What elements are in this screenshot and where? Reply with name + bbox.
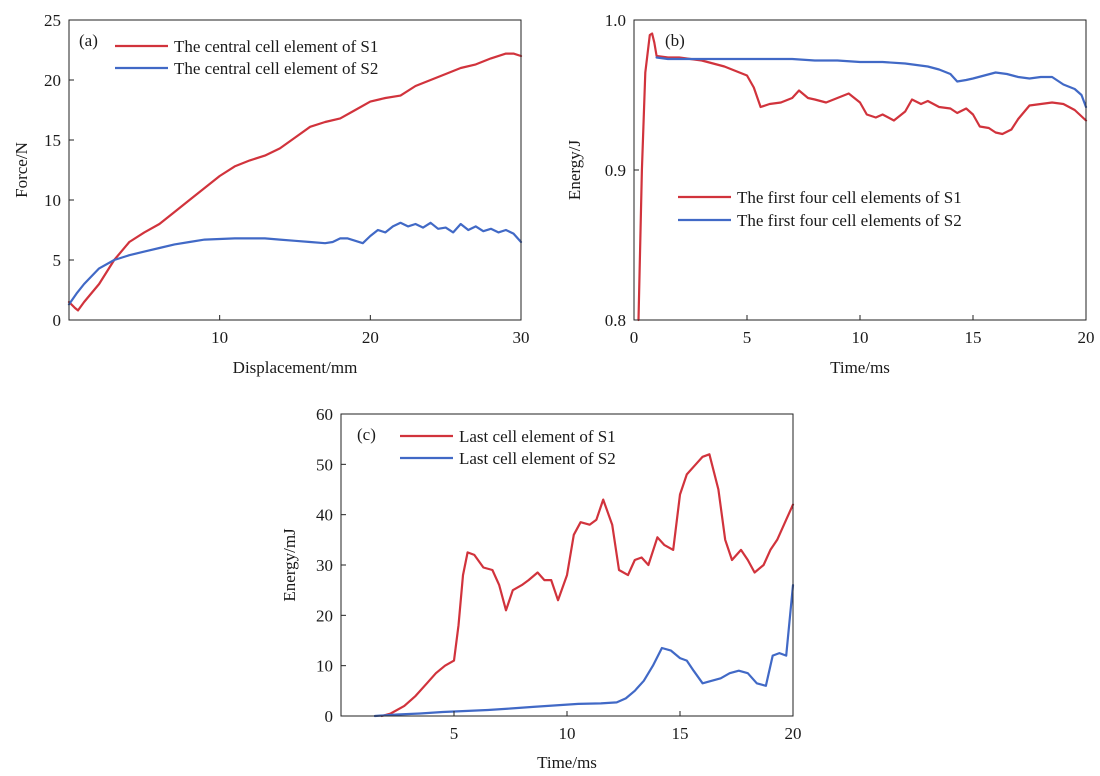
panel-c-y-tick-label: 50 bbox=[316, 455, 333, 474]
panel-a-ticks: 10 20 30 0 5 10 15 20 25 bbox=[44, 11, 530, 347]
panel-a-y-axis-label: Force/N bbox=[12, 142, 31, 198]
panel-b-legend-label-s2: The first four cell elements of S2 bbox=[737, 211, 962, 230]
panel-c-y-tick-label: 60 bbox=[316, 405, 333, 424]
panel-c-tag: (c) bbox=[357, 425, 376, 444]
panel-b-series-s2-line bbox=[655, 56, 1088, 109]
panel-a-y-tick-label: 5 bbox=[53, 251, 62, 270]
panel-a-y-tick-label: 20 bbox=[44, 71, 61, 90]
panel-c-y-tick-label: 20 bbox=[316, 606, 333, 625]
panel-b-y-tick-label: 1.0 bbox=[605, 11, 626, 30]
panel-a-y-tick-label: 10 bbox=[44, 191, 61, 210]
panel-c-x-tick-label: 10 bbox=[559, 724, 576, 743]
panel-c-x-tick-label: 20 bbox=[785, 724, 802, 743]
panel-b-x-tick-label: 5 bbox=[743, 328, 752, 347]
panel-b-lines bbox=[637, 32, 1088, 322]
panel-a-x-axis-label: Displacement/mm bbox=[233, 358, 358, 377]
panel-a-x-tick-label: 20 bbox=[362, 328, 379, 347]
panel-a-legend-label-s1: The central cell element of S1 bbox=[174, 37, 378, 56]
panel-c-y-tick-label: 10 bbox=[316, 657, 333, 676]
panel-c-y-tick-label: 0 bbox=[325, 707, 334, 726]
panel-c-series-s2-line bbox=[373, 584, 795, 718]
panel-a-x-tick-label: 30 bbox=[513, 328, 530, 347]
panel-a-lines bbox=[67, 52, 523, 312]
panel-b-x-tick-label: 15 bbox=[965, 328, 982, 347]
panel-b-y-axis-label: Energy/J bbox=[565, 140, 584, 201]
panel-a-y-tick-label: 15 bbox=[44, 131, 61, 150]
panel-b-frame bbox=[633, 19, 1087, 321]
panel-a: 10 20 30 0 5 10 15 20 25 (a) The central cell el… bbox=[12, 11, 530, 377]
panel-c-x-tick-label: 5 bbox=[450, 724, 459, 743]
panel-a-series-s1-line bbox=[67, 52, 523, 312]
panel-a-y-tick-label: 25 bbox=[44, 11, 61, 30]
panel-c-series-s1-line bbox=[380, 453, 795, 718]
panel-a-legend-label-s2: The central cell element of S2 bbox=[174, 59, 378, 78]
panel-c-y-tick-label: 30 bbox=[316, 556, 333, 575]
panel-a-tag: (a) bbox=[79, 31, 98, 50]
panel-b-x-tick-label: 10 bbox=[852, 328, 869, 347]
panel-b-x-axis-label: Time/ms bbox=[830, 358, 890, 377]
panel-c-y-tick-label: 40 bbox=[316, 506, 333, 525]
panel-c-legend-label-s1: Last cell element of S1 bbox=[459, 427, 616, 446]
panel-b-y-tick-label: 0.9 bbox=[605, 161, 626, 180]
panel-c-y-axis-label: Energy/mJ bbox=[280, 528, 299, 602]
panel-b-tag: (b) bbox=[665, 31, 685, 50]
panel-c-lines bbox=[373, 453, 795, 718]
panel-b: 0 5 10 15 20 0.8 0.9 1.0 (b) The first four cel… bbox=[565, 11, 1095, 377]
panel-b-ticks: 0 5 10 15 20 0.8 0.9 1.0 bbox=[605, 11, 1095, 347]
panel-c-x-axis-label: Time/ms bbox=[537, 753, 597, 772]
panel-b-y-tick-label: 0.8 bbox=[605, 311, 626, 330]
panel-a-frame bbox=[68, 19, 522, 321]
panel-a-y-tick-label: 0 bbox=[53, 311, 62, 330]
panel-b-x-tick-label: 0 bbox=[630, 328, 639, 347]
panel-b-legend-label-s1: The first four cell elements of S1 bbox=[737, 188, 962, 207]
panel-c-ticks: 5 10 15 20 0 10 20 30 40 50 60 bbox=[316, 405, 802, 743]
panel-a-series-s2-line bbox=[67, 221, 523, 306]
panel-c-x-tick-label: 15 bbox=[672, 724, 689, 743]
panel-c: 5 10 15 20 0 10 20 30 40 50 60 (c) Last cell eleme… bbox=[280, 405, 802, 772]
panel-b-x-tick-label: 20 bbox=[1078, 328, 1095, 347]
panel-c-legend-label-s2: Last cell element of S2 bbox=[459, 449, 616, 468]
panel-a-x-tick-label: 10 bbox=[211, 328, 228, 347]
